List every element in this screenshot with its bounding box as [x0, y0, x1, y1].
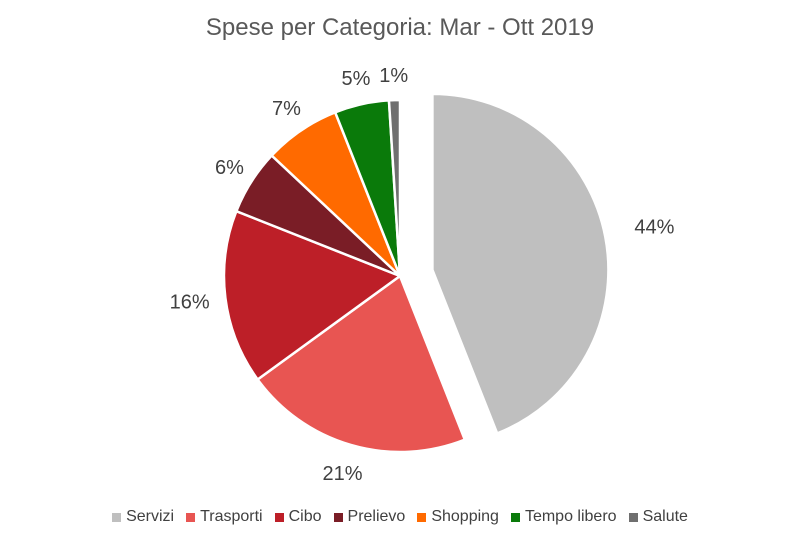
chart-title: Spese per Categoria: Mar - Ott 2019	[205, 14, 595, 41]
data-label-tempo-libero: 5%	[341, 68, 370, 90]
legend-item-tempo-libero: Tempo libero	[510, 508, 617, 526]
legend-swatch	[112, 512, 122, 522]
data-label-prelievo: 6%	[215, 157, 244, 179]
legend-item-prelievo: Prelievo	[333, 508, 406, 526]
pie-slice-servizi	[431, 92, 610, 436]
legend-item-cibo: Cibo	[274, 508, 322, 526]
legend-label: Shopping	[431, 508, 499, 525]
pie-slice-cibo	[222, 209, 403, 382]
legend-swatch	[333, 512, 343, 522]
legend-label: Cibo	[288, 508, 322, 525]
legend-item-servizi: Servizi	[112, 508, 174, 526]
legend-item-trasporti: Trasporti	[186, 508, 263, 526]
legend-label: Trasporti	[200, 508, 263, 525]
legend-label: Tempo libero	[524, 508, 617, 525]
legend-label: Servizi	[126, 508, 175, 525]
legend-swatch	[186, 512, 196, 522]
pie-slice-trasporti	[255, 274, 467, 454]
data-label-servizi: 44%	[634, 216, 674, 238]
legend-item-shopping: Shopping	[417, 508, 499, 526]
data-label-shopping: 7%	[272, 98, 301, 120]
legend-item-salute: Salute	[628, 508, 688, 526]
legend-swatch	[510, 512, 520, 522]
legend-swatch	[274, 512, 284, 522]
data-label-cibo: 16%	[170, 292, 210, 314]
legend-swatch	[417, 512, 427, 522]
legend-label: Prelievo	[347, 508, 406, 525]
data-label-salute: 1%	[379, 65, 408, 87]
legend-label: Salute	[642, 508, 688, 525]
data-label-trasporti: 21%	[323, 463, 363, 485]
legend-swatch	[628, 512, 638, 522]
pie-slice-salute	[387, 98, 402, 277]
legend: Servizi Trasporti Cibo Prelievo Shopping Temp…	[0, 508, 800, 526]
